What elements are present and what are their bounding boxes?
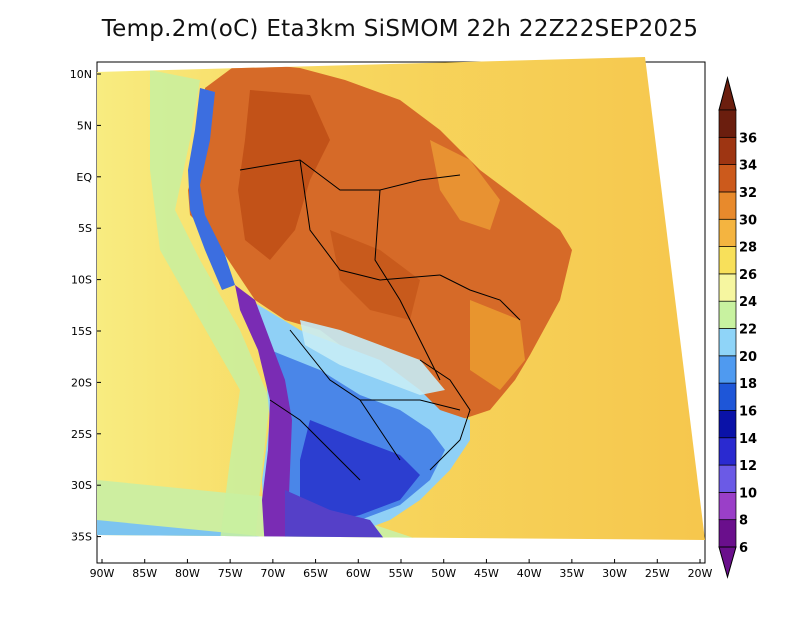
land-mid-cool xyxy=(300,320,445,395)
colorbar-segment xyxy=(718,300,737,329)
lon-tick-label: 40W xyxy=(517,567,542,580)
colorbar-min-arrow xyxy=(718,546,737,579)
lon-tick-label: 30W xyxy=(602,567,627,580)
colorbar-label: 20 xyxy=(739,350,757,365)
pacific-coastal-cool xyxy=(150,70,270,540)
colorbar-segment xyxy=(718,328,737,357)
colorbar-segment xyxy=(718,246,737,275)
lat-tick-label: EQ xyxy=(76,171,92,184)
land-warm-ne xyxy=(430,140,500,230)
colorbar-label: 12 xyxy=(739,459,757,474)
colorbar-label: 36 xyxy=(739,131,757,146)
colorbar-label: 10 xyxy=(739,486,757,501)
land-very-hot-2 xyxy=(330,230,420,320)
lat-tick-label: 20S xyxy=(71,376,92,389)
lat-tick-label: 10S xyxy=(71,274,92,287)
andes-north xyxy=(188,88,235,290)
lon-tick-label: 35W xyxy=(559,567,584,580)
colorbar-segment xyxy=(718,410,737,439)
colorbar-segment xyxy=(718,382,737,411)
lon-tick-label: 20W xyxy=(688,567,713,580)
lon-tick-label: 25W xyxy=(645,567,670,580)
colorbar-segment xyxy=(718,519,737,548)
latitude-axis: 10N 5N EQ 5S 10S 15S 20S 25S 30S 35S xyxy=(70,68,101,544)
colorbar-label: 30 xyxy=(739,213,757,228)
lon-tick-label: 90W xyxy=(90,567,115,580)
colorbar-label: 34 xyxy=(739,159,757,174)
lon-tick-label: 85W xyxy=(132,567,157,580)
colorbar-segment xyxy=(718,355,737,384)
chart-title: Temp.2m(oC) Eta3km SiSMOM 22h 22Z22SEP20… xyxy=(101,16,699,42)
colorbar-max-arrow xyxy=(718,76,737,111)
lat-tick-label: 30S xyxy=(71,479,92,492)
colorbar-segment xyxy=(718,191,737,220)
land-south-colder xyxy=(300,420,420,525)
colorbar-label: 8 xyxy=(739,514,748,529)
colorbar-segment xyxy=(718,492,737,521)
lon-tick-label: 75W xyxy=(218,567,243,580)
lon-tick-label: 65W xyxy=(303,567,328,580)
land-warm-east xyxy=(470,300,525,390)
colorbar-label: 6 xyxy=(739,541,748,556)
colorbar-segment xyxy=(718,437,737,466)
longitude-axis: 90W 85W 80W 75W 70W 65W 60W 55W 50W 45W 40W 35W 30W 2… xyxy=(90,559,713,580)
colorbar-segment xyxy=(718,164,737,193)
colorbar: 6 8 10 12 14 16 18 20 22 24 26 28 30 32 34 36 xyxy=(718,76,757,579)
lat-tick-label: 15S xyxy=(71,325,92,338)
lon-tick-label: 80W xyxy=(175,567,200,580)
colorbar-segment xyxy=(718,464,737,493)
country-borders xyxy=(239,159,521,481)
colorbar-label: 32 xyxy=(739,186,757,201)
colorbar-segment xyxy=(718,273,737,302)
lat-tick-label: 5S xyxy=(78,222,92,235)
lat-tick-label: 10N xyxy=(70,68,92,81)
colorbar-label: 22 xyxy=(739,323,757,338)
lat-tick-label: 25S xyxy=(71,428,92,441)
land-very-hot xyxy=(238,90,330,260)
colorbar-label: 18 xyxy=(739,377,757,392)
lat-tick-label: 35S xyxy=(71,531,92,544)
lat-tick-label: 5N xyxy=(77,119,92,132)
colorbar-label: 24 xyxy=(739,295,757,310)
lon-tick-label: 50W xyxy=(431,567,456,580)
colorbar-segment xyxy=(718,218,737,247)
colorbar-segment xyxy=(718,136,737,165)
lon-tick-label: 45W xyxy=(474,567,499,580)
lon-tick-label: 60W xyxy=(346,567,371,580)
lon-tick-label: 70W xyxy=(260,567,285,580)
colorbar-label: 26 xyxy=(739,268,757,283)
lon-tick-label: 55W xyxy=(389,567,414,580)
colorbar-segment xyxy=(718,109,737,138)
andes-south xyxy=(235,285,292,540)
colorbar-label: 28 xyxy=(739,241,757,256)
colorbar-label: 16 xyxy=(739,404,757,419)
colorbar-label: 14 xyxy=(739,432,757,447)
